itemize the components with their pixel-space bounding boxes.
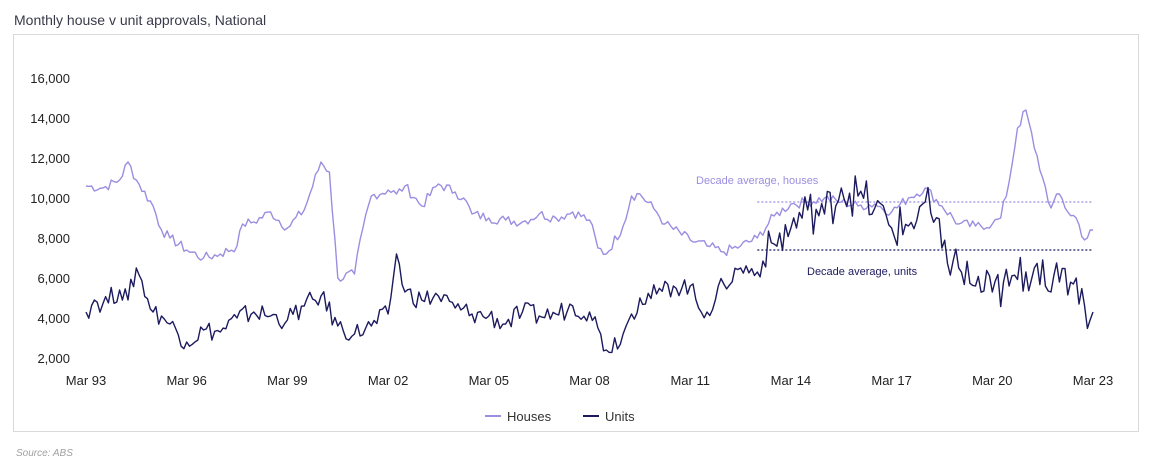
series-line-houses [85,109,1094,282]
x-tick-label: Mar 20 [972,373,1012,388]
x-tick-label: Mar 08 [569,373,609,388]
series-line-units [85,175,1094,354]
legend-label: Units [605,409,635,424]
y-tick-label: 10,000 [30,191,70,206]
y-tick-label: 16,000 [30,71,70,86]
chart-title: Monthly house v unit approvals, National [14,12,267,28]
y-tick-label: 8,000 [37,231,70,246]
y-tick-label: 2,000 [37,351,70,366]
x-tick-label: Mar 02 [368,373,408,388]
x-tick-label: Mar 99 [267,373,307,388]
chart-frame [13,34,1139,432]
x-tick-label: Mar 17 [871,373,911,388]
y-tick-label: 4,000 [37,311,70,326]
x-axis: Mar 93 Mar 96 Mar 99 Mar 02 Mar 05 Mar 08 Mar … [66,373,1113,388]
annotation-label: Decade average, units [807,266,918,278]
x-tick-label: Mar 05 [469,373,509,388]
x-tick-label: Mar 14 [771,373,811,388]
series-lines [85,109,1094,354]
x-tick-label: Mar 96 [166,373,206,388]
x-tick-label: Mar 11 [670,373,710,388]
x-tick-label: Mar 93 [66,373,106,388]
y-axis: 2,000 4,000 6,000 8,000 10,000 12,000 14,000 16… [30,71,70,366]
y-tick-label: 6,000 [37,271,70,286]
y-tick-label: 12,000 [30,151,70,166]
annotation-label: Decade average, houses [696,175,819,187]
legend: Houses Units [485,409,635,424]
y-tick-label: 14,000 [30,111,70,126]
legend-label: Houses [507,409,552,424]
source-note: Source: ABS [16,448,73,459]
decade-average-lines: Decade average, houses Decade average, un… [696,175,1093,278]
x-tick-label: Mar 23 [1073,373,1113,388]
